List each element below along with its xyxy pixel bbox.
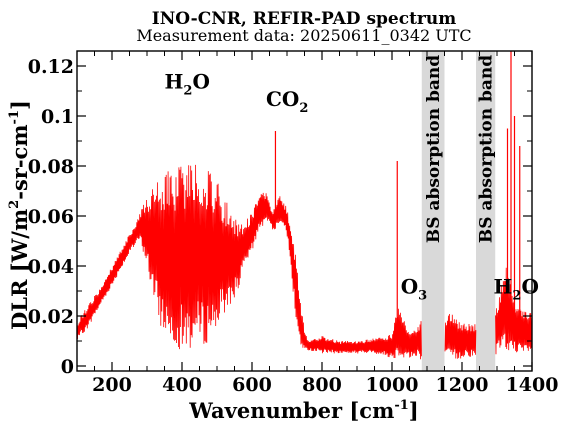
y-tick-label-6: 0.12 (28, 56, 74, 78)
axis-ticks: 200 400 600 800 1000 1200 1400 0 0.02 0.04 0.06 0.0… (28, 51, 559, 396)
x-tick-label-5: 1200 (436, 374, 489, 396)
annotation-3: H2O (494, 275, 539, 304)
plot-frame (76, 50, 533, 372)
annotations: H2O CO2 O3 H2O (165, 70, 539, 304)
x-tick-label-4: 1000 (366, 374, 419, 396)
y-tick-label-1: 0.02 (28, 306, 74, 328)
band-label-0: BS absorption band (424, 55, 444, 243)
x-axis-label: Wavenumber [cm-1] (188, 398, 418, 423)
y-tick-label-4: 0.08 (28, 156, 74, 178)
x-tick-label-6: 1400 (506, 374, 559, 396)
series-line-0 (76, 164, 533, 360)
absorption-bands: BS absorption band BS absorption band (421, 51, 497, 371)
annotation-2: O3 (401, 275, 427, 304)
annotation-0: H2O (165, 70, 210, 99)
absorption-band-0 (421, 51, 445, 371)
x-tick-label-3: 800 (302, 374, 342, 396)
x-tick-label-1: 400 (162, 374, 202, 396)
series-layer (76, 51, 533, 360)
band-label-1: BS absorption band (477, 55, 497, 243)
y-tick-label-0: 0 (61, 356, 74, 378)
absorption-band-1 (476, 51, 496, 371)
y-tick-label-3: 0.06 (28, 206, 74, 228)
x-tick-label-0: 200 (92, 374, 132, 396)
y-axis-label: DLR [W/m2-sr-cm-1] (7, 100, 32, 330)
chart-title: INO-CNR, REFIR-PAD spectrum (152, 9, 456, 29)
chart-subtitle: Measurement data: 20250611_0342 UTC (136, 26, 471, 45)
x-tick-label-2: 600 (232, 374, 272, 396)
y-tick-label-5: 0.1 (41, 106, 74, 128)
y-tick-label-2: 0.04 (28, 256, 74, 278)
annotation-1: CO2 (266, 87, 308, 116)
